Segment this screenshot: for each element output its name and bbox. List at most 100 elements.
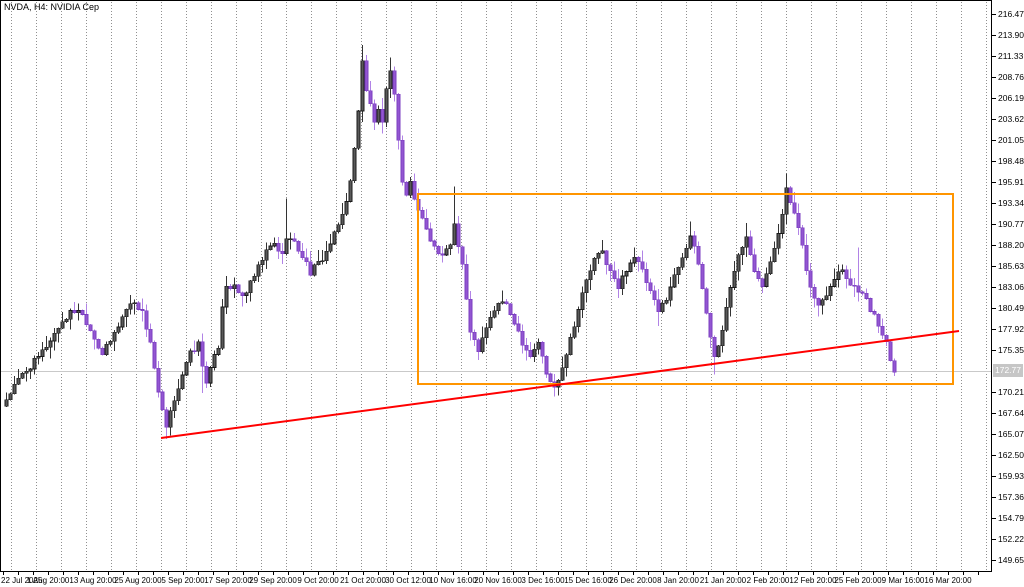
candle xyxy=(708,312,713,349)
candle xyxy=(80,309,85,316)
candle xyxy=(344,193,349,217)
candle xyxy=(176,378,181,405)
price-axis-tick xyxy=(992,287,996,288)
price-axis-tick xyxy=(992,455,996,456)
candle xyxy=(640,250,645,273)
chart-plot-area[interactable]: NVDA, H4: NVIDIA Cep xyxy=(0,0,992,572)
candle xyxy=(16,369,21,386)
candle xyxy=(4,392,9,408)
price-axis-label: 175.35 xyxy=(998,345,1024,355)
time-axis-label: 10 Nov 16:00 xyxy=(429,576,477,585)
price-axis-label: 183.06 xyxy=(998,282,1024,292)
price-axis-tick xyxy=(992,98,996,99)
candle xyxy=(292,233,297,243)
time-axis-tick xyxy=(453,572,454,575)
candle xyxy=(88,323,93,332)
candle xyxy=(212,350,217,371)
time-axis-label: 17 Sep 20:00 xyxy=(204,576,252,585)
candle xyxy=(384,86,389,128)
time-axis-tick xyxy=(498,572,499,575)
price-axis-label: 165.07 xyxy=(998,429,1024,439)
time-axis-tick xyxy=(933,572,934,575)
time-axis-tick xyxy=(978,572,979,575)
candle xyxy=(760,277,765,293)
candle xyxy=(644,262,649,292)
trendline-annotation[interactable] xyxy=(160,330,960,439)
candle xyxy=(680,253,685,270)
candle xyxy=(300,243,305,261)
candle xyxy=(776,224,781,255)
candle xyxy=(464,254,469,301)
time-axis-label: 3 Dec 16:00 xyxy=(521,576,565,585)
price-axis[interactable]: 172.77 216.47 213.90 211.33 208.76 206.19 203… xyxy=(992,0,1024,572)
candle xyxy=(144,304,149,338)
candle xyxy=(124,308,129,327)
candle xyxy=(308,250,313,277)
time-axis-tick xyxy=(228,572,229,575)
time-axis-tick xyxy=(363,572,364,575)
candle xyxy=(28,367,33,380)
time-axis-tick xyxy=(948,572,949,575)
time-axis-label: 25 Aug 20:00 xyxy=(114,576,162,585)
candle xyxy=(296,240,301,255)
candle xyxy=(812,284,817,308)
candle xyxy=(476,338,481,360)
price-axis-tick xyxy=(992,245,996,246)
candle xyxy=(628,259,633,273)
rectangle-annotation[interactable] xyxy=(417,193,954,385)
candle xyxy=(404,181,409,197)
time-axis-tick xyxy=(603,572,604,575)
candle xyxy=(888,340,893,362)
candle xyxy=(160,389,165,411)
time-axis-label: 5 Sep 20:00 xyxy=(161,576,205,585)
candle xyxy=(500,290,505,305)
price-axis-label: 195.91 xyxy=(998,177,1024,187)
candle xyxy=(880,318,885,340)
price-axis-label: 180.49 xyxy=(998,303,1024,313)
candle xyxy=(620,269,625,296)
candle xyxy=(60,311,65,330)
time-axis-tick xyxy=(243,572,244,575)
candle xyxy=(428,222,433,243)
candle xyxy=(108,339,113,347)
time-axis-label: 13 Aug 20:00 xyxy=(69,576,117,585)
candle xyxy=(860,290,865,296)
candle xyxy=(740,245,745,265)
candle xyxy=(792,191,797,215)
candle xyxy=(68,308,73,330)
candle xyxy=(288,232,293,250)
time-axis-label: 16 Mar 20:00 xyxy=(924,576,972,585)
time-axis-tick xyxy=(813,572,814,575)
candle xyxy=(136,301,141,311)
candle xyxy=(484,323,489,344)
candle xyxy=(264,242,269,270)
candle xyxy=(632,247,637,267)
candle xyxy=(420,207,425,220)
candle xyxy=(400,135,405,186)
price-axis-tick xyxy=(992,350,996,351)
price-axis-label: 211.33 xyxy=(998,51,1024,61)
candle xyxy=(608,263,613,281)
candle xyxy=(616,268,621,298)
time-axis-tick xyxy=(963,572,964,575)
candle xyxy=(140,298,145,322)
candle xyxy=(576,306,581,333)
candle xyxy=(336,222,341,234)
time-axis[interactable]: 22 Jul 2025 1 Aug 20:00 13 Aug 20:00 25 Aug… xyxy=(0,572,1024,587)
candle xyxy=(240,291,245,307)
time-axis-tick xyxy=(33,572,34,575)
candle xyxy=(560,356,565,382)
time-axis-tick xyxy=(93,572,94,575)
time-axis-tick xyxy=(183,572,184,575)
price-axis-label: 193.34 xyxy=(998,198,1024,208)
time-axis-tick xyxy=(168,572,169,575)
price-axis-label: 208.76 xyxy=(998,72,1024,82)
candle xyxy=(712,335,717,375)
candle xyxy=(440,245,445,263)
candle xyxy=(252,273,257,284)
candle xyxy=(368,80,373,107)
candle xyxy=(132,299,137,315)
price-axis-tick xyxy=(992,14,996,15)
candle xyxy=(724,298,729,333)
price-axis-label: 154.79 xyxy=(998,513,1024,523)
